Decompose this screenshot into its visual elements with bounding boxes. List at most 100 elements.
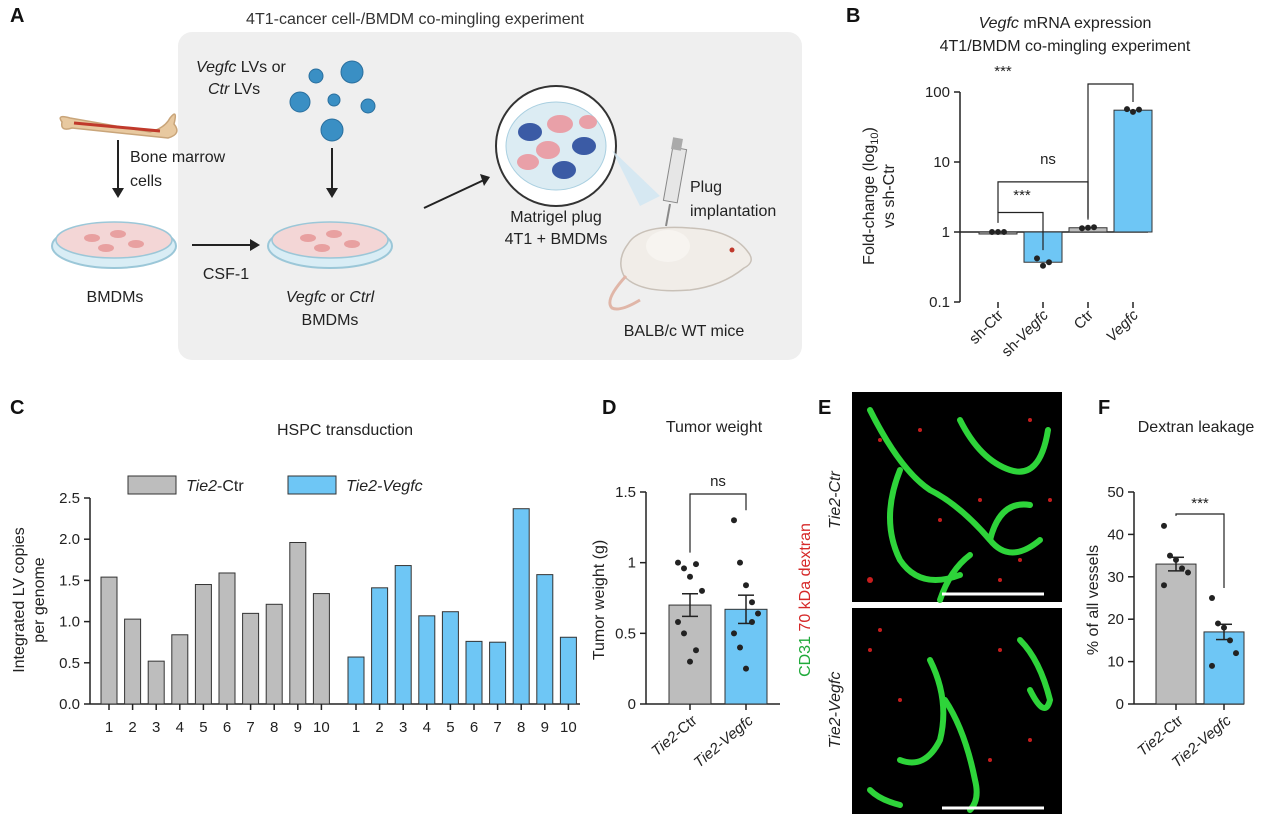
c-xlabel-0-1: 1 [105, 719, 113, 736]
c-bar-0-8 [265, 603, 283, 705]
c-xlabel-0-10: 10 [313, 719, 330, 736]
d-point [675, 619, 681, 626]
lentivirus-icons [289, 60, 376, 142]
panel-letter-b: B [846, 5, 860, 27]
f-ytick-label-4: 40 [1107, 526, 1124, 543]
zoom-cone [612, 150, 660, 206]
d-point [687, 573, 693, 580]
c-xlabel-1-7: 7 [493, 719, 501, 736]
c-bar-1-1 [347, 656, 365, 705]
d-point [681, 565, 687, 572]
c-bar-1-8 [512, 508, 530, 705]
b-point [1079, 225, 1085, 232]
plug-label-1: Plug [690, 179, 722, 196]
f-ytick-label-1: 10 [1107, 654, 1124, 671]
f-point [1161, 522, 1167, 529]
mouse-icon [608, 226, 752, 311]
panel-c-title: HSPC transduction [277, 422, 413, 439]
panel-b-ylabel-2: vs sh-Ctr [881, 163, 898, 228]
c-ytick-label-5: 2.5 [59, 490, 80, 507]
c-xlabel-0-6: 6 [223, 719, 231, 736]
c-ytick-label-3: 1.5 [59, 572, 80, 589]
c-xlabel-1-4: 4 [423, 719, 431, 736]
panel-d-ylabel: Tumor weight (g) [591, 540, 608, 660]
f-point [1185, 569, 1191, 576]
f-ytick-label-5: 50 [1107, 484, 1124, 501]
bone-marrow-label-1: Bone marrow [130, 149, 226, 166]
d-point [749, 599, 755, 606]
panel-b-sig-1: *** [1013, 187, 1031, 204]
f-bracket [1175, 513, 1225, 588]
b-point [1124, 106, 1130, 113]
c-xlabel-1-5: 5 [446, 719, 454, 736]
panel-a-title: 4T1-cancer cell-/BMDM co-mingling experi… [246, 11, 584, 28]
b-point [1091, 224, 1097, 231]
micrograph-top [852, 392, 1062, 603]
b-point [989, 229, 995, 235]
f-point [1215, 620, 1221, 627]
c-xlabel-0-7: 7 [246, 719, 254, 736]
panel-b-sig-2: ns [1040, 151, 1056, 168]
d-point [699, 587, 705, 594]
petri-dish-bmdms-icon [51, 221, 177, 269]
bmdms-label-2: BMDMs [302, 312, 359, 329]
c-bar-0-3 [147, 660, 165, 705]
d-bracket [689, 493, 747, 553]
experiment-background [178, 32, 802, 360]
panel-c-ylabel-1: Integrated LV copies [11, 527, 28, 673]
b-point [1085, 224, 1091, 231]
bmdms-label: BMDMs [87, 289, 144, 306]
panel-d-sig: ns [710, 473, 726, 490]
d-point [675, 559, 681, 566]
vegfc-or-ctrl-label: Vegfc or Ctrl [286, 289, 375, 306]
panel-b: B Vegfc mRNA expression 4T1/BMDM co-ming… [846, 5, 1191, 360]
b-xlabel-Ctr: Ctr [1071, 307, 1097, 333]
c-xlabel-0-5: 5 [199, 719, 207, 736]
b-point [1130, 108, 1136, 115]
panel-letter-a: A [10, 5, 24, 27]
panel-e-label-bottom: Tie2-Vegfc [827, 672, 844, 749]
c-xlabel-0-4: 4 [176, 719, 184, 736]
b-point [1136, 106, 1142, 113]
panel-d-title: Tumor weight [666, 419, 763, 436]
c-bar-0-5 [194, 584, 212, 705]
c-xlabel-1-1: 1 [352, 719, 360, 736]
matrigel-label-2: 4T1 + BMDMs [505, 231, 608, 248]
legend-swatch-tie2-vegfc [287, 475, 337, 495]
b-ytick-label-1: 1 [942, 224, 950, 241]
d-point [743, 665, 749, 672]
d-point [749, 619, 755, 626]
d-point [693, 647, 699, 654]
panel-c: C HSPC transduction Integrated LV copies… [10, 397, 580, 736]
panel-d: D Tumor weight Tumor weight (g) 0 0.5 1 1.5… [591, 397, 780, 771]
b-ytick-label-2: 10 [933, 154, 950, 171]
c-bar-1-2 [371, 587, 389, 705]
d-point [737, 644, 743, 651]
f-point [1221, 624, 1227, 631]
c-xlabel-0-3: 3 [152, 719, 160, 736]
panel-c-ylabel-2: per genome [31, 557, 48, 642]
c-bar-0-7 [242, 612, 260, 705]
d-point [755, 610, 761, 617]
d-point [681, 630, 687, 637]
c-bar-0-6 [218, 572, 236, 705]
f-point [1167, 552, 1173, 559]
f-point [1161, 582, 1167, 589]
panel-b-title: Vegfc mRNA expression [979, 15, 1152, 32]
f-point [1173, 556, 1179, 563]
b-ytick-label-3: 100 [925, 84, 950, 101]
d-point [731, 517, 737, 524]
c-xlabel-1-6: 6 [470, 719, 478, 736]
bone-marrow-label-2: cells [130, 173, 162, 190]
d-point [731, 630, 737, 637]
c-xlabel-0-8: 8 [270, 719, 278, 736]
f-point [1209, 662, 1215, 669]
f-point [1227, 637, 1233, 644]
d-ytick-label-0: 0 [628, 696, 636, 713]
f-ytick-label-3: 30 [1107, 569, 1124, 586]
chart-c: 0.00.51.01.52.02.51 2 3 4 5 6 7 8 9 10 1 2 3 4 5 6 7 8 9 10 [59, 490, 580, 736]
c-xlabel-1-10: 10 [560, 719, 577, 736]
csf1-label: CSF-1 [203, 266, 249, 283]
panel-e: E CD31 70 kDa dextran Tie2-Ctr Tie2-Vegf… [797, 392, 1062, 814]
b-point [1034, 255, 1040, 262]
